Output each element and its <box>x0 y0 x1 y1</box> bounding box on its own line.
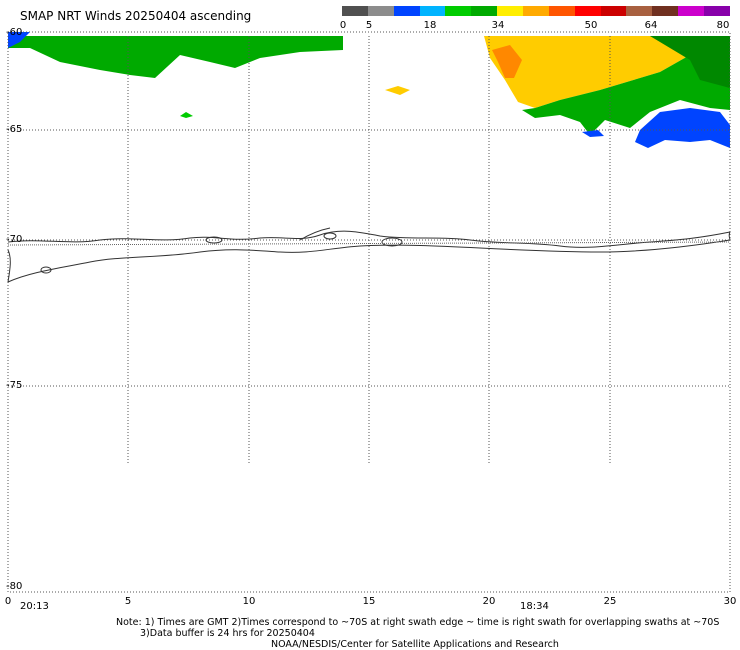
wind-speed-colorbar <box>342 6 730 16</box>
wind-patch-blue-right <box>635 108 730 148</box>
lat-label-65: -65 <box>6 124 23 135</box>
swath-time-left: 20:13 <box>20 601 49 612</box>
colorbar-tick-64: 64 <box>644 20 658 31</box>
colorbar-segment <box>445 6 472 16</box>
colorbar-tick-0: 0 <box>339 20 347 31</box>
wind-swath-left <box>8 32 410 118</box>
colorbar-tick-34: 34 <box>491 20 505 31</box>
colorbar-segment <box>548 6 575 16</box>
lon-label-25: 25 <box>603 596 617 607</box>
lat-label-75: -75 <box>6 380 23 391</box>
wind-patch-blue-corner <box>8 32 30 48</box>
note-line-1: Note: 1) Times are GMT 2)Times correspon… <box>116 617 720 628</box>
ice-shelf-edge <box>7 241 731 246</box>
colorbar-segment <box>342 6 368 16</box>
colorbar-tick-5: 5 <box>365 20 373 31</box>
colorbar-segment <box>574 6 601 16</box>
note-line-2: 3)Data buffer is 24 hrs for 20250404 <box>140 628 315 639</box>
lon-label-5: 5 <box>124 596 132 607</box>
lat-label-80: -80 <box>6 581 23 592</box>
colorbar-tick-50: 50 <box>584 20 598 31</box>
lat-label-60: -60 <box>6 27 23 38</box>
lat-label-70: -70 <box>6 234 23 245</box>
wind-patch-green-left <box>8 36 343 78</box>
map-title: SMAP NRT Winds 20250404 ascending <box>20 9 252 23</box>
colorbar-segment <box>600 6 627 16</box>
wind-patch-darkgreen <box>650 36 730 88</box>
colorbar-tick-18: 18 <box>423 20 437 31</box>
lon-label-0: 0 <box>4 596 12 607</box>
colorbar-segment <box>523 6 549 16</box>
wind-patch-orange <box>492 45 522 78</box>
colorbar-segment <box>652 6 679 16</box>
wind-patch-green-right <box>522 36 730 135</box>
wind-swath-right <box>484 36 730 148</box>
lon-label-15: 15 <box>362 596 376 607</box>
colorbar-segment <box>704 6 730 16</box>
colorbar-segment <box>626 6 653 16</box>
colorbar-segment <box>419 6 446 16</box>
lon-label-30: 30 <box>723 596 737 607</box>
colorbar-segment <box>367 6 394 16</box>
wind-patch-yellow <box>484 36 690 108</box>
colorbar-segment <box>471 6 498 16</box>
colorbar-segment <box>393 6 420 16</box>
lon-label-10: 10 <box>242 596 256 607</box>
swath-time-right: 18:34 <box>520 601 549 612</box>
coastline <box>7 227 731 283</box>
map-grid <box>8 36 730 465</box>
lon-label-20: 20 <box>482 596 496 607</box>
colorbar-tick-80: 80 <box>716 20 730 31</box>
wind-patch-blue-small <box>582 130 604 137</box>
wind-patch-yellow-dot <box>385 86 410 95</box>
note-line-3: NOAA/NESDIS/Center for Satellite Applica… <box>271 639 559 650</box>
colorbar-segment <box>678 6 705 16</box>
wind-patch-green-dot <box>180 112 193 118</box>
colorbar-segment <box>497 6 524 16</box>
